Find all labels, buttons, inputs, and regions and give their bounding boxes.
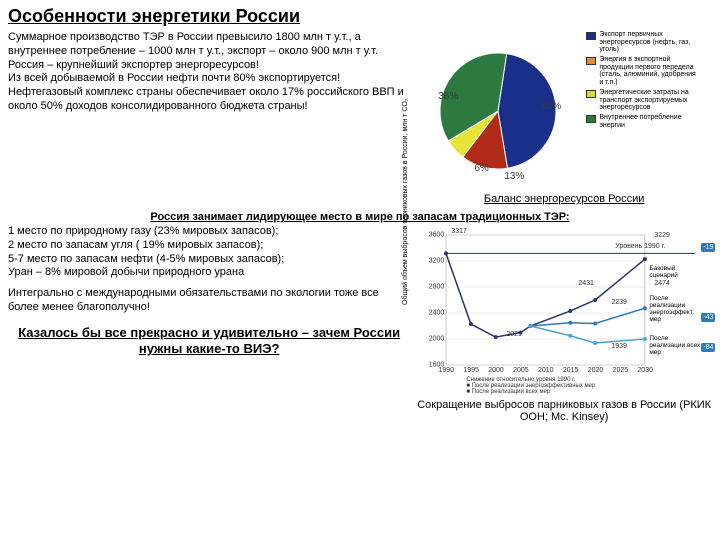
chart-value-label: 1939	[611, 343, 627, 350]
top-row: Суммарное производство ТЭР в России прев…	[8, 31, 712, 205]
subheading: Россия занимает лидирующее место в мире …	[8, 211, 712, 223]
legend-item: Энергетические затраты на транспорт эксп…	[586, 89, 696, 112]
pie-legend: Экспорт первичных энергоресурсов (нефть,…	[586, 31, 696, 191]
bottom-row: 1 место по природному газу (23% мировых …	[8, 225, 712, 423]
linechart-footnote: Снижение относительно уровня 1990 г. ■ П…	[466, 377, 595, 395]
pie-slice-label: 36%	[438, 91, 458, 102]
page-title: Особенности энергетики России	[8, 6, 712, 27]
line-chart: Общий объем выбросов парниковых газов в …	[406, 225, 706, 395]
legend-item: Внутреннее потребление энергии	[586, 114, 696, 129]
chart-value-label: 2239	[611, 299, 627, 306]
pie-panel: 45% 13% 6% 36% Экспорт первичных энергоресу…	[416, 31, 712, 205]
chart-value-label: 2474	[654, 280, 670, 287]
delta-badge: -19	[701, 243, 715, 252]
pie-caption: Баланс энергоресурсов России	[416, 193, 712, 205]
pie-slice-label: 6%	[474, 163, 488, 174]
pie-chart: 45% 13% 6% 36%	[416, 31, 586, 191]
ecology-note: Интегрально с международными обязательст…	[8, 286, 410, 315]
series-legend-item: После реализации всех мер	[649, 335, 704, 356]
pie-slice-label: 45%	[541, 101, 561, 112]
legend-item: Экспорт первичных энергоресурсов (нефть,…	[586, 31, 696, 54]
chart-value-label: 2431	[578, 280, 594, 287]
paragraph-main: Суммарное производство ТЭР в России прев…	[8, 31, 410, 114]
chart-value-label: 3317	[451, 228, 467, 235]
left-column: Суммарное производство ТЭР в России прев…	[8, 31, 416, 205]
big-question: Казалось бы все прекрасно и удивительно …	[8, 325, 410, 359]
line-chart-panel: Общий объем выбросов парниковых газов в …	[416, 225, 712, 423]
series-legend-item: После реализации энергоэффект. мер	[649, 295, 704, 323]
legend-item: Энергия в экспортной продукции первого п…	[586, 56, 696, 87]
linechart-caption: Сокращение выбросов парниковых газов в Р…	[416, 399, 712, 423]
chart-value-label: 3229	[654, 232, 670, 239]
pie-slice-label: 13%	[504, 171, 524, 182]
chart-value-label: 2029	[506, 331, 522, 338]
series-legend-item: Базовый сценарий	[649, 265, 704, 279]
ranking-list: 1 место по природному газу (23% мировых …	[8, 225, 410, 280]
left-column-2: 1 место по природному газу (23% мировых …	[8, 225, 416, 423]
linechart-ylabel: Общий объем выбросов парниковых газов в …	[402, 98, 409, 305]
